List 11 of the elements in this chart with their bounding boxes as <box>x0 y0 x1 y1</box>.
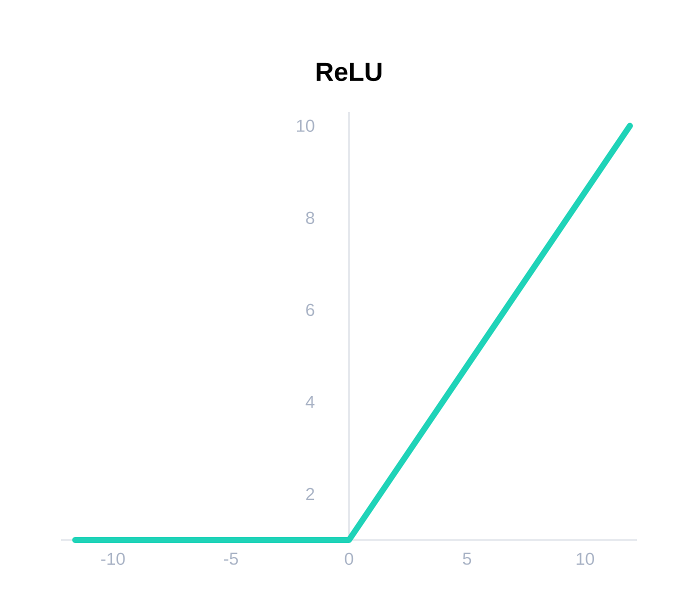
x-tick-label: -10 <box>101 552 125 565</box>
y-tick-label: 2 <box>306 488 314 500</box>
y-tick-label: 10 <box>296 120 314 132</box>
chart-title: ReLU <box>316 62 382 82</box>
y-tick-label: 8 <box>306 212 314 224</box>
x-tick-label: 5 <box>462 552 472 565</box>
x-tick-label: 0 <box>344 552 354 565</box>
x-tick-label: -5 <box>224 552 238 565</box>
y-tick-label: 6 <box>306 304 314 316</box>
x-tick-label: 10 <box>576 552 594 565</box>
y-tick-label: 4 <box>306 396 314 408</box>
